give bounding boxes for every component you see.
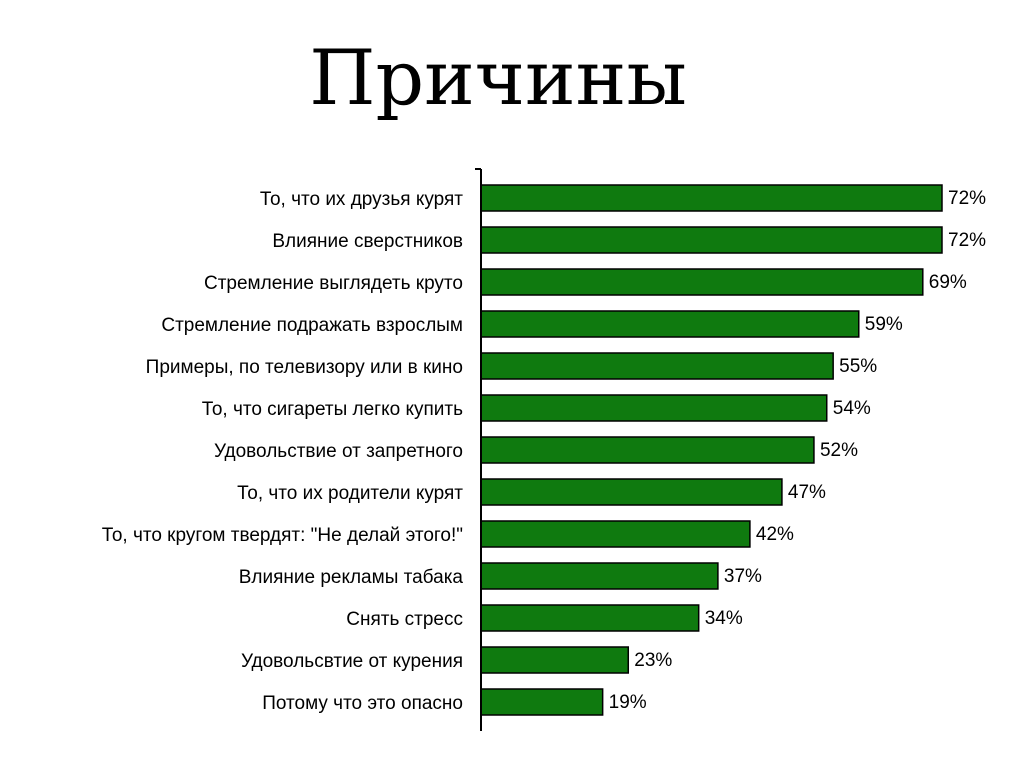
bar bbox=[480, 688, 604, 716]
value-label: 55% bbox=[839, 356, 877, 377]
value-label: 69% bbox=[929, 272, 967, 293]
bar bbox=[480, 646, 630, 674]
category-label: То, что сигареты легко купить bbox=[202, 399, 463, 420]
bar bbox=[480, 226, 943, 254]
value-label: 23% bbox=[634, 650, 672, 671]
bar bbox=[480, 562, 719, 590]
value-label: 19% bbox=[609, 692, 647, 713]
bar bbox=[480, 520, 751, 548]
value-label: 72% bbox=[948, 230, 986, 251]
value-label: 72% bbox=[948, 188, 986, 209]
category-label: Стремление подражать взрослым bbox=[161, 315, 463, 336]
value-labels-group: 72% 72% 69% 59% 55% 54% 52% 47% 42% 37% 34% 23% 19% bbox=[609, 188, 986, 713]
value-label: 52% bbox=[820, 440, 858, 461]
category-label: Потому что это опасно bbox=[262, 693, 463, 714]
bars-group bbox=[480, 184, 943, 716]
category-label: Стремление выглядеть круто bbox=[204, 273, 463, 294]
value-label: 47% bbox=[788, 482, 826, 503]
value-label: 37% bbox=[724, 566, 762, 587]
bar bbox=[480, 310, 860, 338]
value-label: 34% bbox=[705, 608, 743, 629]
category-label: Удовольствие от запретного bbox=[214, 441, 463, 462]
category-label: То, что их друзья курят bbox=[260, 189, 463, 210]
category-label: То, что кругом твердят: "Не делай этого!… bbox=[102, 525, 463, 546]
value-label: 59% bbox=[865, 314, 903, 335]
bar bbox=[480, 436, 815, 464]
category-label: Влияние рекламы табака bbox=[239, 567, 464, 588]
category-label: Примеры, по телевизору или в кино bbox=[146, 357, 463, 378]
category-label: Удовольсвтие от курения bbox=[241, 651, 463, 672]
page-title: Причины bbox=[309, 33, 687, 122]
bar bbox=[480, 268, 924, 296]
bar bbox=[480, 604, 700, 632]
bar bbox=[480, 352, 834, 380]
value-label: 54% bbox=[833, 398, 871, 419]
value-label: 42% bbox=[756, 524, 794, 545]
category-label: Влияние сверстников bbox=[272, 231, 463, 252]
bar bbox=[480, 478, 783, 506]
category-label: То, что их родители курят bbox=[237, 483, 463, 504]
category-labels-group: То, что их друзья курят Влияние сверстник… bbox=[102, 189, 464, 714]
bar bbox=[480, 184, 943, 212]
category-label: Снять стресс bbox=[346, 609, 463, 630]
bar bbox=[480, 394, 828, 422]
